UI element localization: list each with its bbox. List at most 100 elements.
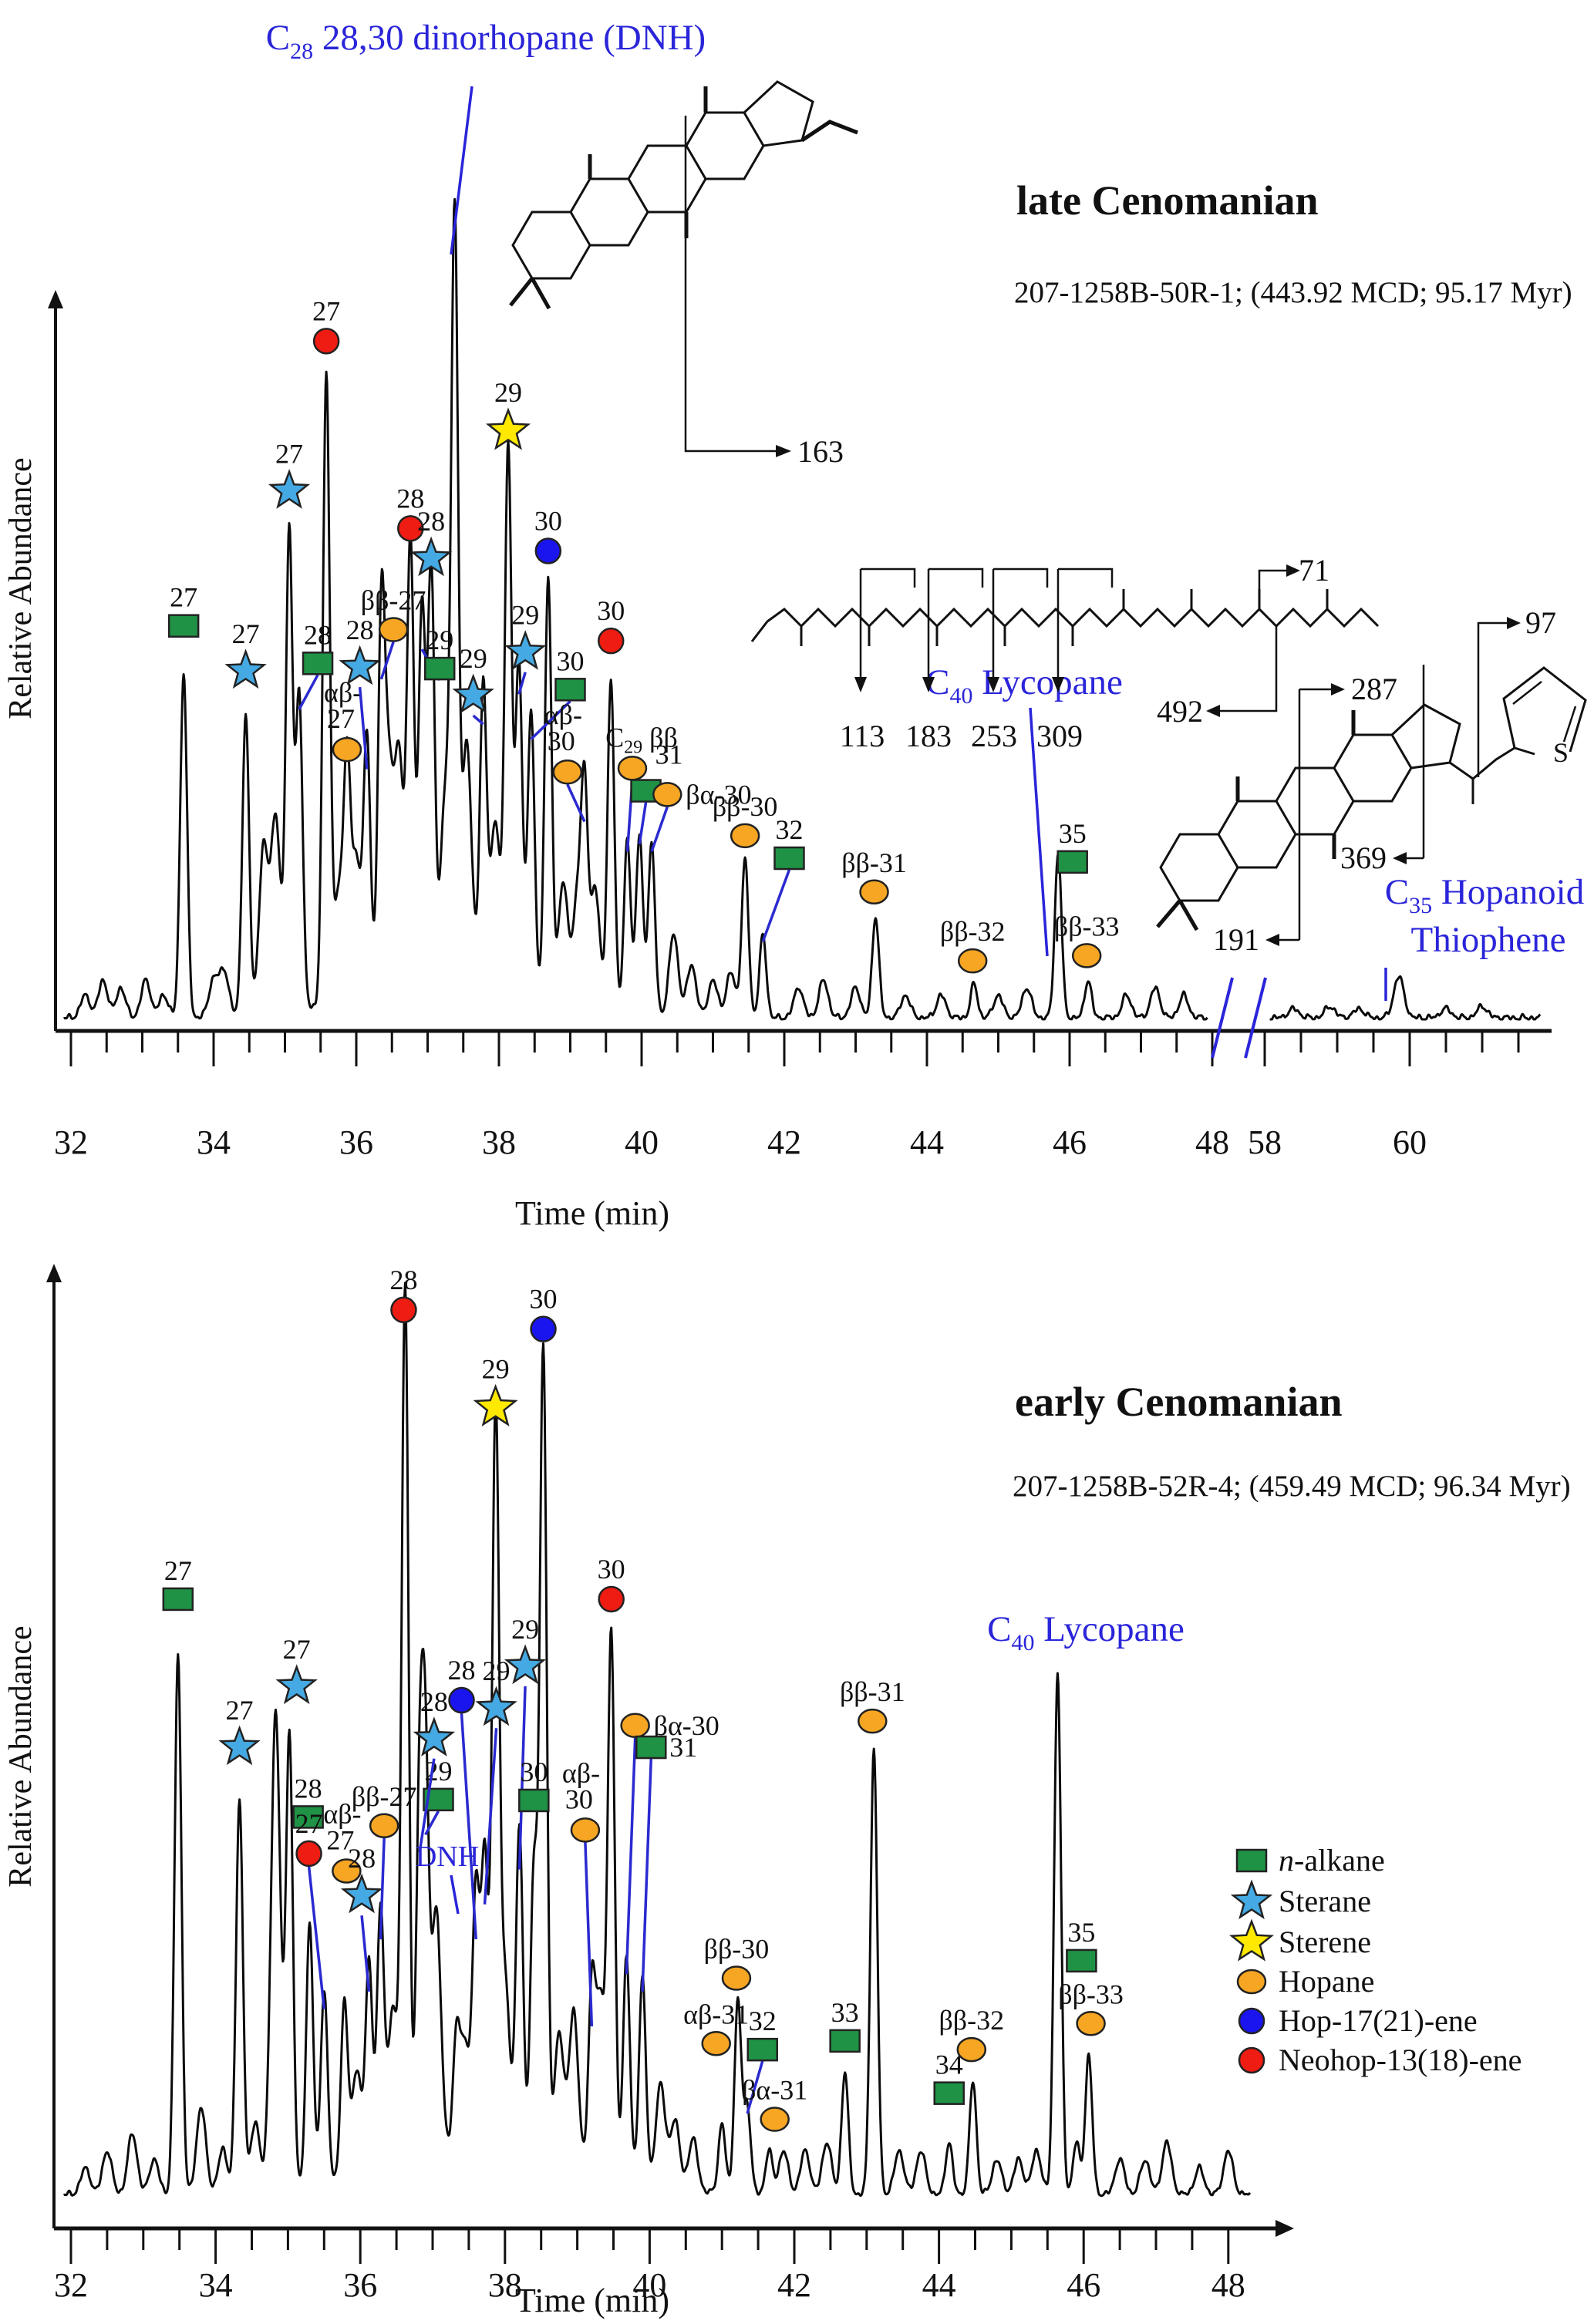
hopene-circle-marker (1238, 2007, 1265, 2035)
lycopane-chain (767, 607, 1380, 628)
x-tick-label: 36 (343, 2266, 377, 2304)
peak-label: ββ-32 (939, 2005, 1004, 2036)
sterene-star-marker (473, 1383, 518, 1427)
peak-label: 35 (1059, 818, 1087, 849)
n-alkane-square-marker (1235, 1848, 1268, 1873)
peak-label: 27 (295, 1808, 323, 1839)
peak-pointer-line (358, 687, 369, 770)
hopane-circle-marker (721, 1965, 752, 1991)
lyco-183-label: 183 (905, 719, 952, 753)
peak-label: ββ-32 (940, 916, 1006, 947)
legend-label: n-alkane (1279, 1843, 1385, 1878)
peak-pointer-line (472, 714, 484, 726)
peak-label: αβ- (324, 677, 362, 708)
x-tick-label: 40 (632, 2266, 666, 2304)
lyco-71-label: 71 (1299, 553, 1329, 588)
x-tick-label: 42 (767, 1123, 801, 1161)
x-axis-arrowhead (1276, 2220, 1294, 2237)
peak-label: 28 (448, 1655, 476, 1686)
peak-pointer-line (761, 869, 791, 942)
n-alkane-square-marker (933, 2081, 965, 2105)
x-tick-label: 44 (922, 2266, 956, 2304)
neohopene-circle-marker (1238, 2046, 1265, 2074)
chromatogram-trace (63, 197, 1208, 1021)
peak-pointer-line (424, 1810, 440, 1836)
hopane-circle-marker (730, 823, 760, 849)
top-ylabel: Relative Abundance (3, 457, 39, 719)
bottom-dnh-pointer-line (450, 1874, 460, 1915)
peak-label: 30 (557, 645, 585, 676)
peak-pointer-line (298, 674, 319, 710)
peak-label: 29 (511, 1614, 539, 1645)
legend-label: Sterene (1279, 1925, 1371, 1959)
peak-label: 28 (346, 615, 374, 645)
thio-287-label: 287 (1351, 672, 1397, 706)
hopene-circle-marker (530, 1315, 557, 1342)
peak-pointer-line (566, 783, 586, 823)
peak-label: C29 ββ (605, 722, 678, 757)
fragmentation-bracket (927, 568, 984, 677)
peak-label: 30 (548, 726, 575, 756)
top-panel-title: late Cenomanian (1016, 177, 1319, 224)
sterane-star-marker (475, 1686, 517, 1726)
x-tick-label: 34 (199, 2266, 233, 2304)
fragment-arrowhead (1052, 677, 1064, 692)
top-chromatogram-trace (63, 197, 1542, 1021)
n-alkane-square-marker (302, 652, 334, 675)
top-panel-subtitle: 207-1258B-50R-1; (443.92 MCD; 95.17 Myr) (1014, 276, 1572, 309)
x-tick-label: 38 (488, 2266, 522, 2304)
sterene-star-marker (485, 407, 531, 450)
lyco-309-label: 309 (1036, 719, 1083, 753)
peak-label: 28 (348, 1843, 376, 1874)
sterane-star-marker (1230, 1879, 1273, 1920)
x-tick-label: 38 (482, 1123, 516, 1161)
fragment-arrowhead (1286, 564, 1300, 577)
sterane-star-marker (339, 645, 381, 685)
peak-label: 29 (425, 1756, 453, 1787)
legend-label: Sterane (1279, 1884, 1371, 1918)
peak-label: αβ- (562, 1757, 600, 1788)
bottom-panel-title: early Cenomanian (1015, 1379, 1343, 1425)
thio-97-label: 97 (1525, 605, 1556, 640)
bottom-panel-subtitle: 207-1258B-52R-4; (459.49 MCD; 96.34 Myr) (1013, 1470, 1571, 1503)
sterane-star-marker (340, 1873, 383, 1914)
sterane-star-marker (504, 1644, 547, 1685)
hopene-circle-marker (534, 537, 562, 564)
peak-label: 32 (775, 814, 803, 845)
bottom-ylabel: Relative Abundance (3, 1625, 39, 1887)
peak-label: 30 (530, 1284, 558, 1315)
peak-label: 27 (312, 295, 340, 326)
peak-label: 30 (565, 1783, 593, 1814)
neohopene-circle-marker (598, 1585, 625, 1613)
sterane-star-marker (409, 536, 453, 577)
peak-label: βα-31 (742, 2075, 807, 2106)
hopane-circle-marker (378, 617, 409, 642)
sterane-star-marker (224, 648, 267, 689)
hopane-circle-marker (858, 1708, 888, 1734)
neohopene-circle-marker (390, 1296, 417, 1324)
peak-pointer-line (638, 802, 648, 844)
peak-label: 35 (1067, 1917, 1095, 1948)
axis-break-marks (1211, 977, 1267, 1059)
peak-label: 31 (655, 739, 683, 770)
peak-pointer-line (307, 1866, 326, 2009)
fragment-arrowhead (854, 677, 867, 692)
n-alkane-square-marker (1066, 1948, 1097, 1973)
peak-label: 27 (283, 1634, 311, 1665)
peak-label: 28 (304, 619, 332, 650)
peak-label: 28 (417, 506, 445, 537)
neohopene-circle-marker (312, 328, 340, 355)
bottom-panel: 32 34 36 38 40 42 44 46 48 early Cenomanian 207-… (3, 1264, 1571, 2319)
hopane-circle-marker (570, 1817, 601, 1843)
neohopene-circle-marker (295, 1840, 322, 1868)
lyco-113-label: 113 (840, 719, 885, 753)
hopane-circle-marker (1071, 943, 1102, 968)
n-alkane-square-marker (292, 1805, 324, 1829)
peak-label: ββ-30 (704, 1934, 770, 1965)
peak-pointer-line (418, 1758, 436, 1853)
sterane-star-marker (275, 1664, 318, 1705)
neohopene-circle-marker (397, 515, 424, 542)
hopane-circle-marker (332, 1858, 362, 1884)
peak-label: 32 (749, 2006, 777, 2036)
